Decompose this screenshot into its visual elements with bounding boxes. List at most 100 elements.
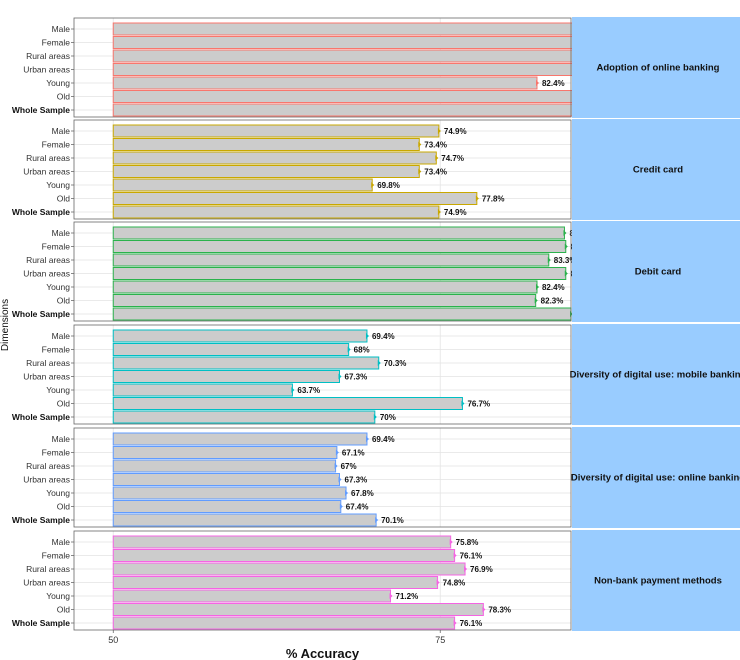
category-label: Old xyxy=(57,502,71,512)
bar xyxy=(112,397,463,410)
value-label: 82.4% xyxy=(542,79,565,88)
category-label: Rural areas xyxy=(26,51,70,61)
bar-end-marker xyxy=(335,449,339,456)
category-label: Young xyxy=(46,180,70,190)
value-label: 75.8% xyxy=(456,538,479,547)
facet-panel: 74.9% Male 73.4% Female 74.7% Rural areas 73.4… xyxy=(12,119,740,220)
facet-strip-label: Credit card xyxy=(633,165,683,176)
bar-end-marker xyxy=(338,476,342,483)
bar-end-marker xyxy=(563,230,567,236)
bar-end-marker xyxy=(371,182,375,188)
bar xyxy=(112,513,377,527)
category-label: Male xyxy=(52,24,71,34)
bar-end-marker xyxy=(375,517,379,523)
category-label: Young xyxy=(46,385,70,395)
bar xyxy=(112,90,637,103)
bar xyxy=(112,486,347,500)
bar xyxy=(112,226,565,240)
bar xyxy=(112,63,616,76)
value-label: 73.4% xyxy=(424,141,447,150)
bar xyxy=(112,329,368,343)
facet-panel: 88.5%Male85.9%Female85.2%Rural areas88.4… xyxy=(12,17,740,118)
bar xyxy=(112,459,337,473)
value-label: 74.9% xyxy=(444,127,467,136)
value-label: 82.3% xyxy=(541,297,564,306)
category-label: Whole Sample xyxy=(12,618,70,628)
facet-strip xyxy=(572,17,740,118)
panel-border xyxy=(73,427,572,528)
bar xyxy=(112,36,584,49)
category-label: Female xyxy=(42,551,71,561)
facet-panel: 75.8% Male 76.1% Female 76.9% Rural areas 74.8… xyxy=(12,530,740,631)
bar-end-marker xyxy=(418,168,422,175)
bar xyxy=(112,432,368,446)
bar-end-marker xyxy=(449,539,453,545)
bar xyxy=(112,49,575,63)
facet-strip-label: Diversity of digital use: mobile banking xyxy=(570,370,740,381)
panel-border xyxy=(73,324,572,425)
bar-end-marker xyxy=(437,209,441,215)
bar-end-marker xyxy=(535,284,539,290)
value-label: 74.9% xyxy=(444,208,467,217)
bar xyxy=(112,138,420,151)
category-label: Old xyxy=(57,399,71,409)
category-label: Male xyxy=(52,228,71,238)
bar xyxy=(112,151,437,165)
bar-end-marker xyxy=(482,606,486,613)
bar xyxy=(112,76,538,90)
value-label: 69.4% xyxy=(372,332,395,341)
value-label: 73.4% xyxy=(424,168,447,177)
value-label: 70.3% xyxy=(384,359,407,368)
bar xyxy=(112,124,440,138)
bar-end-marker xyxy=(547,257,551,263)
bar xyxy=(112,603,484,616)
bar xyxy=(112,280,538,294)
bar-end-marker xyxy=(338,373,342,380)
category-label: Whole Sample xyxy=(12,412,70,422)
facet-panel: 69.4% Male 67.1% Female 67% Rural areas 67.3% U… xyxy=(12,427,740,528)
category-label: Female xyxy=(42,448,71,458)
category-label: Old xyxy=(57,92,71,102)
category-label: Old xyxy=(57,605,71,615)
bar-end-marker xyxy=(389,593,393,599)
facet-strip xyxy=(572,119,740,220)
facet-strip xyxy=(572,530,740,631)
facet-strip xyxy=(572,221,740,322)
category-label: Female xyxy=(42,140,71,150)
bar-end-marker xyxy=(437,128,441,134)
bar-end-marker xyxy=(453,552,457,559)
bar-end-marker xyxy=(345,490,349,496)
bar-end-marker xyxy=(564,243,568,250)
bar-end-marker xyxy=(365,333,369,339)
category-label: Urban areas xyxy=(23,269,70,279)
bar-end-marker xyxy=(334,463,338,469)
category-label: Whole Sample xyxy=(12,309,70,319)
bar xyxy=(112,103,616,117)
category-label: Rural areas xyxy=(26,358,70,368)
category-label: Male xyxy=(52,537,71,547)
value-label: 74.8% xyxy=(443,579,466,588)
bar xyxy=(112,205,440,219)
category-label: Old xyxy=(57,194,71,204)
category-label: Young xyxy=(46,591,70,601)
bar-end-marker xyxy=(475,195,479,202)
bar-end-marker xyxy=(418,141,422,148)
facet-strip xyxy=(572,324,740,425)
value-label: 76.1% xyxy=(460,619,483,628)
value-label: 67.1% xyxy=(342,449,365,458)
facet-panel: 69.4% Male 68% Female 70.3% Rural areas 67.3% U… xyxy=(12,324,740,425)
value-label: 82.4% xyxy=(542,283,565,292)
bar xyxy=(112,576,439,589)
bar xyxy=(112,192,478,205)
bar xyxy=(112,356,380,370)
category-label: Rural areas xyxy=(26,461,70,471)
value-label: 63.7% xyxy=(297,386,320,395)
value-label: 67.4% xyxy=(346,503,369,512)
value-label: 68% xyxy=(354,346,370,355)
category-label: Whole Sample xyxy=(12,515,70,525)
panel-border xyxy=(73,221,572,322)
bar-end-marker xyxy=(347,346,351,353)
x-tick-label: 75 xyxy=(435,635,445,645)
facet-strip xyxy=(572,427,740,528)
